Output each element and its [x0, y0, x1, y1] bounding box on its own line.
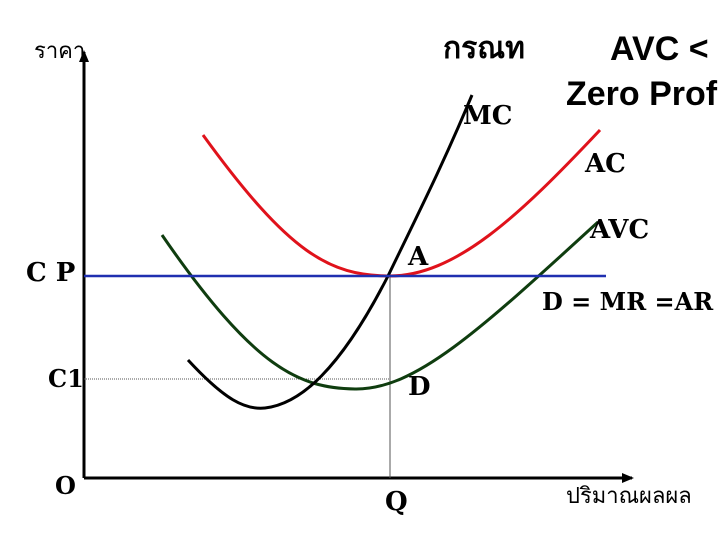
- avc-label: AVC: [589, 215, 649, 245]
- origin-label: O: [55, 471, 76, 500]
- title-line-2: Zero Prof: [566, 75, 718, 113]
- mc-curve: [186, 94, 474, 410]
- quantity-q-label: Q: [385, 487, 408, 517]
- point-a-label: A: [407, 242, 429, 272]
- ac-curve: [201, 128, 602, 278]
- x-axis-label: ปริมาณผลผล: [566, 484, 692, 509]
- price-p-label: C P: [26, 258, 75, 288]
- avc-curve: [160, 220, 600, 391]
- case-label: กรณท: [443, 32, 525, 65]
- title-line-1: AVC <: [610, 30, 709, 68]
- ac-label: AC: [584, 149, 626, 179]
- mc-label: MC: [463, 101, 512, 131]
- point-d-label: D: [408, 372, 431, 402]
- price-c1-label: C1: [48, 364, 84, 393]
- y-axis-label: ราคา: [34, 39, 85, 64]
- demand-label: D = MR =AR: [542, 287, 714, 316]
